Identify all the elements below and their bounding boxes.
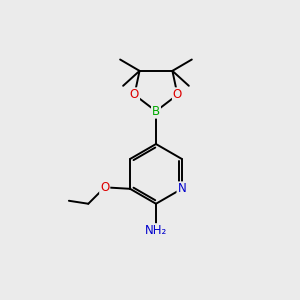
Text: N: N [178,182,186,195]
Text: B: B [152,105,160,118]
Text: NH₂: NH₂ [145,224,167,237]
Text: O: O [130,88,139,101]
Text: O: O [100,181,110,194]
Text: O: O [173,88,182,101]
